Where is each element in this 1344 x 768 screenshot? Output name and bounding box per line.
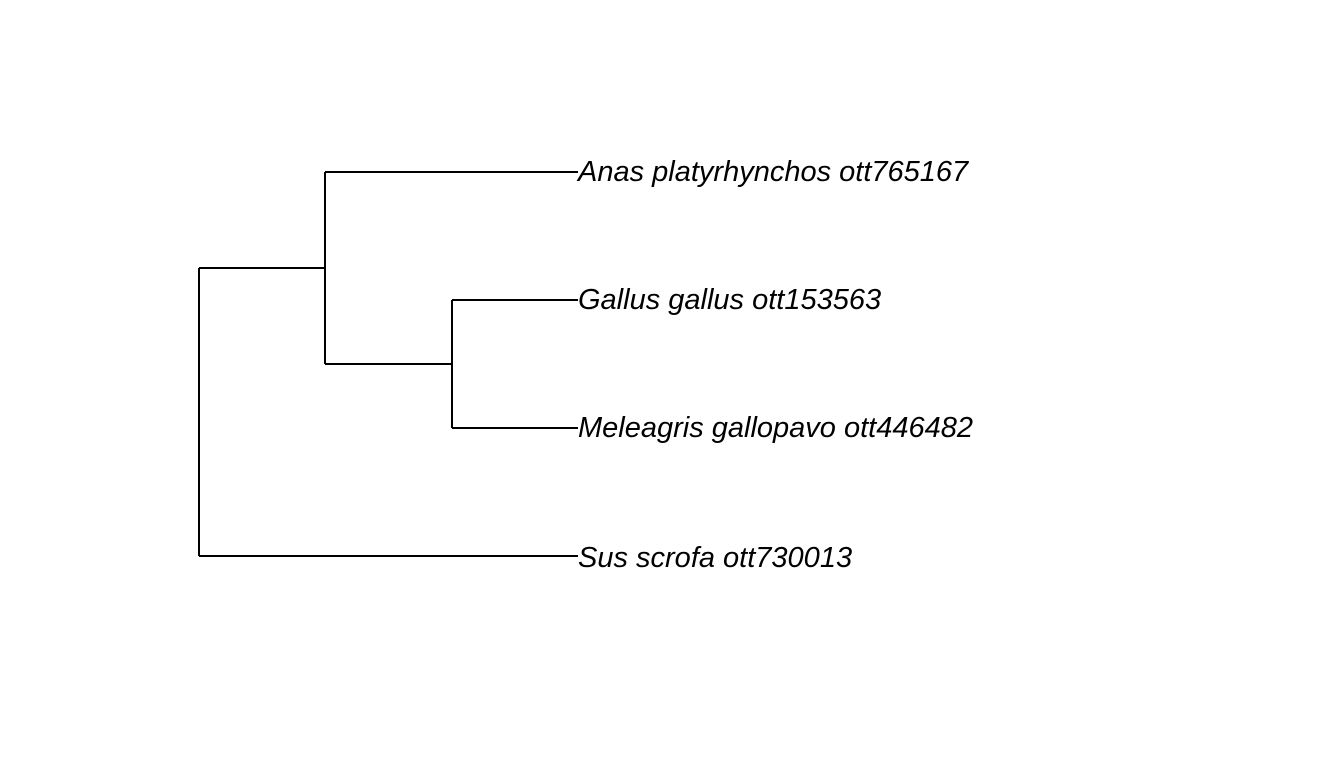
tip-labels: Anas platyrhynchos ott765167 Gallus gall… <box>576 156 973 574</box>
tip-label-gallus-gallus: Gallus gallus ott153563 <box>578 284 881 316</box>
tip-label-sus-scrofa: Sus scrofa ott730013 <box>578 542 852 574</box>
branches <box>198 171 578 557</box>
tip-label-anas-platyrhynchos: Anas platyrhynchos ott765167 <box>576 156 970 188</box>
tip-label-meleagris-gallopavo: Meleagris gallopavo ott446482 <box>578 412 973 444</box>
